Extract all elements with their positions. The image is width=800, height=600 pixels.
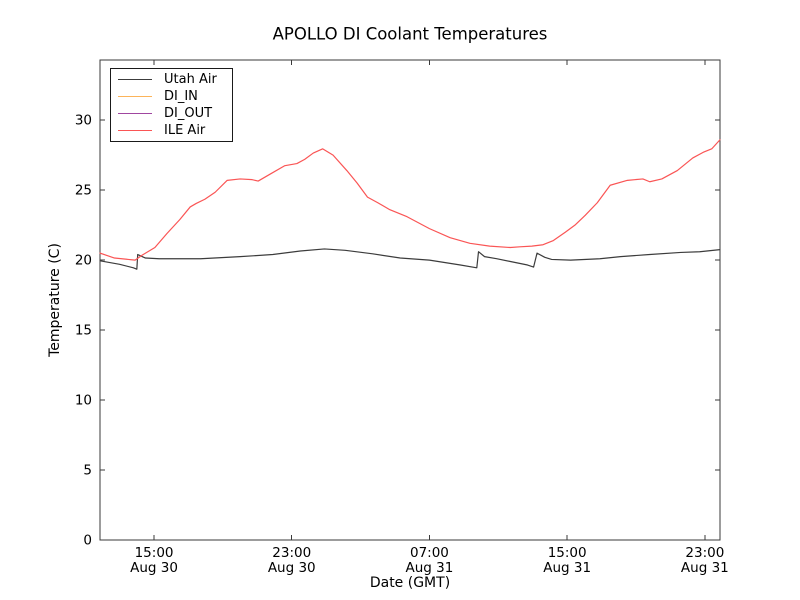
- x-tick-label-time: 23:00: [685, 545, 724, 561]
- y-tick-label: 30: [75, 113, 92, 129]
- y-tick-label: 25: [75, 183, 92, 199]
- y-tick-label: 20: [75, 253, 92, 269]
- x-tick-label-time: 15:00: [548, 545, 587, 561]
- legend-label: ILE Air: [164, 123, 206, 138]
- legend-entry: DI_IN: [111, 88, 232, 105]
- x-tick-label-time: 15:00: [135, 545, 174, 561]
- legend-label: DI_OUT: [164, 106, 213, 121]
- legend-line-sample: [118, 130, 152, 131]
- y-tick-label: 0: [83, 533, 92, 549]
- legend: Utah Air DI_IN DI_OUT ILE Air: [110, 68, 233, 142]
- x-tick-label-time: 07:00: [410, 545, 449, 561]
- series-line-ile-air: [99, 139, 721, 261]
- legend-entry: Utah Air: [111, 71, 232, 88]
- legend-line-sample: [118, 113, 152, 114]
- y-tick-label: 5: [83, 463, 92, 479]
- legend-entry: DI_OUT: [111, 105, 232, 122]
- y-tick-label: 10: [75, 393, 92, 409]
- chart-title: APOLLO DI Coolant Temperatures: [272, 24, 548, 44]
- series-line-utah-air: [99, 248, 721, 270]
- x-tick-label-date: Aug 31: [681, 560, 729, 576]
- legend-line-sample: [118, 96, 152, 97]
- x-tick-label-date: Aug 31: [543, 560, 591, 576]
- x-tick-label-date: Aug 30: [268, 560, 316, 576]
- axes-frame: [99, 59, 721, 541]
- y-tick-label: 15: [75, 323, 92, 339]
- legend-entry: ILE Air: [111, 122, 232, 139]
- x-tick-label-date: Aug 31: [406, 560, 454, 576]
- x-axis-label: Date (GMT): [369, 575, 451, 591]
- legend-label: Utah Air: [164, 72, 217, 87]
- x-tick-label-date: Aug 30: [130, 560, 178, 576]
- legend-label: DI_IN: [164, 89, 198, 104]
- legend-line-sample: [118, 79, 152, 80]
- x-tick-label-time: 23:00: [272, 545, 311, 561]
